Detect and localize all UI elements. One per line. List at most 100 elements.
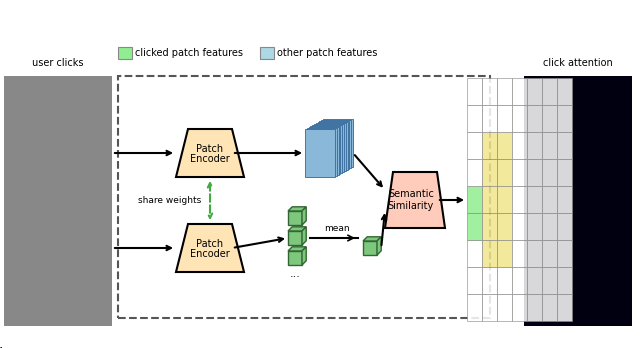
Bar [314,124,344,172]
Bar [557,78,572,105]
Bar [307,128,337,176]
Bar [512,294,527,321]
Bar [512,159,527,186]
Bar [527,267,542,294]
Text: clicked patch features: clicked patch features [135,48,243,58]
Polygon shape [302,207,306,225]
Bar [512,132,527,159]
Bar [260,47,274,59]
Bar [467,240,482,267]
Bar [288,251,302,265]
Bar [557,132,572,159]
Bar [482,213,497,240]
Text: other patch features: other patch features [277,48,378,58]
Bar [557,186,572,213]
Text: mean: mean [324,224,350,233]
Bar [527,186,542,213]
Bar [497,267,512,294]
Bar [557,267,572,294]
Bar [527,240,542,267]
Bar [497,186,512,213]
Bar [310,126,340,174]
Text: click attention: click attention [543,58,613,68]
Bar [323,119,353,167]
Polygon shape [176,129,244,177]
Bar [118,47,132,59]
Bar [288,231,302,245]
Text: Semantic: Semantic [388,189,434,199]
Polygon shape [302,247,306,265]
Bar [467,213,482,240]
Bar [527,78,542,105]
Bar [317,122,348,170]
Bar [497,294,512,321]
Bar [524,76,632,326]
Bar [497,240,512,267]
Bar [497,159,512,186]
Polygon shape [288,227,306,231]
Bar [316,123,346,171]
Text: Patch: Patch [196,144,223,154]
Bar [467,105,482,132]
Bar [557,294,572,321]
Bar [542,78,557,105]
Bar [4,76,112,326]
Polygon shape [385,172,445,228]
Bar [482,132,497,159]
Bar [542,294,557,321]
Bar [512,267,527,294]
Bar [288,211,302,225]
Polygon shape [288,247,306,251]
Polygon shape [302,227,306,245]
Bar [497,132,512,159]
Bar [527,105,542,132]
Bar [512,78,527,105]
Bar [557,159,572,186]
Bar [482,186,497,213]
Bar [542,213,557,240]
Bar [467,186,482,213]
Bar [497,78,512,105]
Text: Patch: Patch [196,239,223,249]
Bar [542,159,557,186]
Bar [312,125,342,173]
Bar [482,267,497,294]
Bar [305,129,335,177]
Bar [482,159,497,186]
Bar [467,132,482,159]
Bar [557,213,572,240]
Polygon shape [377,237,381,255]
Bar [512,105,527,132]
Text: user clicks: user clicks [32,58,84,68]
Text: Encoder: Encoder [190,154,230,164]
Bar [542,132,557,159]
Bar [363,241,377,255]
Bar [308,127,339,175]
Bar [467,78,482,105]
Bar [512,186,527,213]
Bar [542,105,557,132]
Bar [497,105,512,132]
Bar [527,159,542,186]
Bar [467,294,482,321]
Bar [482,78,497,105]
Bar [321,120,351,168]
Polygon shape [176,224,244,272]
Text: share weights: share weights [138,196,202,205]
Bar [512,240,527,267]
Bar [512,213,527,240]
Bar [467,159,482,186]
Bar [542,186,557,213]
Bar [542,267,557,294]
Bar [482,240,497,267]
Bar [557,240,572,267]
Bar [497,213,512,240]
Bar [319,121,349,169]
Bar [527,294,542,321]
Bar [527,213,542,240]
Bar [482,294,497,321]
Polygon shape [363,237,381,241]
Bar [527,132,542,159]
Text: Similarity: Similarity [388,201,434,211]
Bar [557,105,572,132]
